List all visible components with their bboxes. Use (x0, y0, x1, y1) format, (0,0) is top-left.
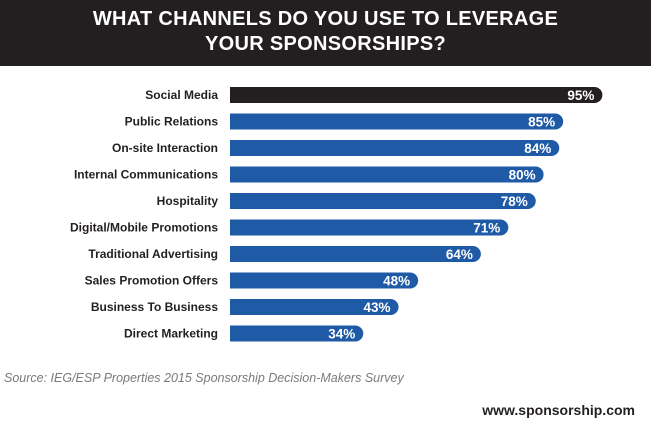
chart-header: WHAT CHANNELS DO YOU USE TO LEVERAGE YOU… (0, 0, 651, 66)
bar-left-cap-social-media (230, 87, 246, 103)
bar-left-cap-hospitality (230, 193, 246, 209)
bar-internal-communications (230, 166, 544, 183)
bar-left-cap-direct-marketing (230, 325, 246, 342)
category-label-business-to-business: Business To Business (91, 300, 218, 314)
value-label-internal-communications: 80% (509, 168, 536, 183)
category-label-hospitality: Hospitality (157, 194, 219, 208)
bar-chart: Social Media 95% Public Relations 85% On-sit… (70, 87, 603, 342)
category-label-internal-communications: Internal Communications (74, 168, 218, 182)
value-label-public-relations: 85% (528, 115, 555, 130)
bar-left-cap-public-relations (230, 113, 246, 130)
bar-left-cap-digital-mobile-promotions (230, 219, 246, 236)
value-label-hospitality: 78% (501, 194, 528, 209)
category-label-sales-promotion-offers: Sales Promotion Offers (85, 274, 219, 288)
category-label-direct-marketing: Direct Marketing (124, 327, 218, 341)
bar-on-site-interaction (230, 140, 560, 156)
website-link[interactable]: www.sponsorship.com (482, 402, 635, 418)
category-label-public-relations: Public Relations (125, 115, 219, 129)
category-label-traditional-advertising: Traditional Advertising (88, 247, 218, 261)
value-label-business-to-business: 43% (364, 300, 391, 315)
bar-left-cap-on-site-interaction (230, 140, 246, 156)
category-label-digital-mobile-promotions: Digital/Mobile Promotions (70, 221, 218, 235)
chart-title-line1: WHAT CHANNELS DO YOU USE TO LEVERAGE (92, 8, 559, 30)
value-label-traditional-advertising: 64% (446, 247, 473, 262)
bar-direct-marketing (230, 325, 364, 342)
bar-sales-promotion-offers (230, 272, 419, 289)
value-label-on-site-interaction: 84% (524, 141, 551, 156)
value-label-sales-promotion-offers: 48% (383, 274, 410, 289)
bar-left-cap-sales-promotion-offers (230, 272, 246, 289)
bar-left-cap-internal-communications (230, 166, 246, 183)
source-note: Source: IEG/ESP Properties 2015 Sponsors… (4, 371, 404, 385)
bar-left-cap-traditional-advertising (230, 246, 246, 262)
bar-social-media (230, 87, 603, 103)
bar-left-cap-business-to-business (230, 299, 246, 315)
bar-hospitality (230, 193, 536, 209)
bar-digital-mobile-promotions (230, 219, 509, 236)
category-label-social-media: Social Media (145, 88, 218, 102)
value-label-direct-marketing: 34% (328, 327, 355, 342)
value-label-digital-mobile-promotions: 71% (473, 221, 500, 236)
chart-title-line2: YOUR SPONSORSHIPS? (205, 33, 446, 55)
bar-public-relations (230, 113, 564, 130)
bar-traditional-advertising (230, 246, 481, 262)
value-label-social-media: 95% (567, 88, 594, 103)
category-label-on-site-interaction: On-site Interaction (112, 141, 218, 155)
bar-business-to-business (230, 299, 399, 315)
